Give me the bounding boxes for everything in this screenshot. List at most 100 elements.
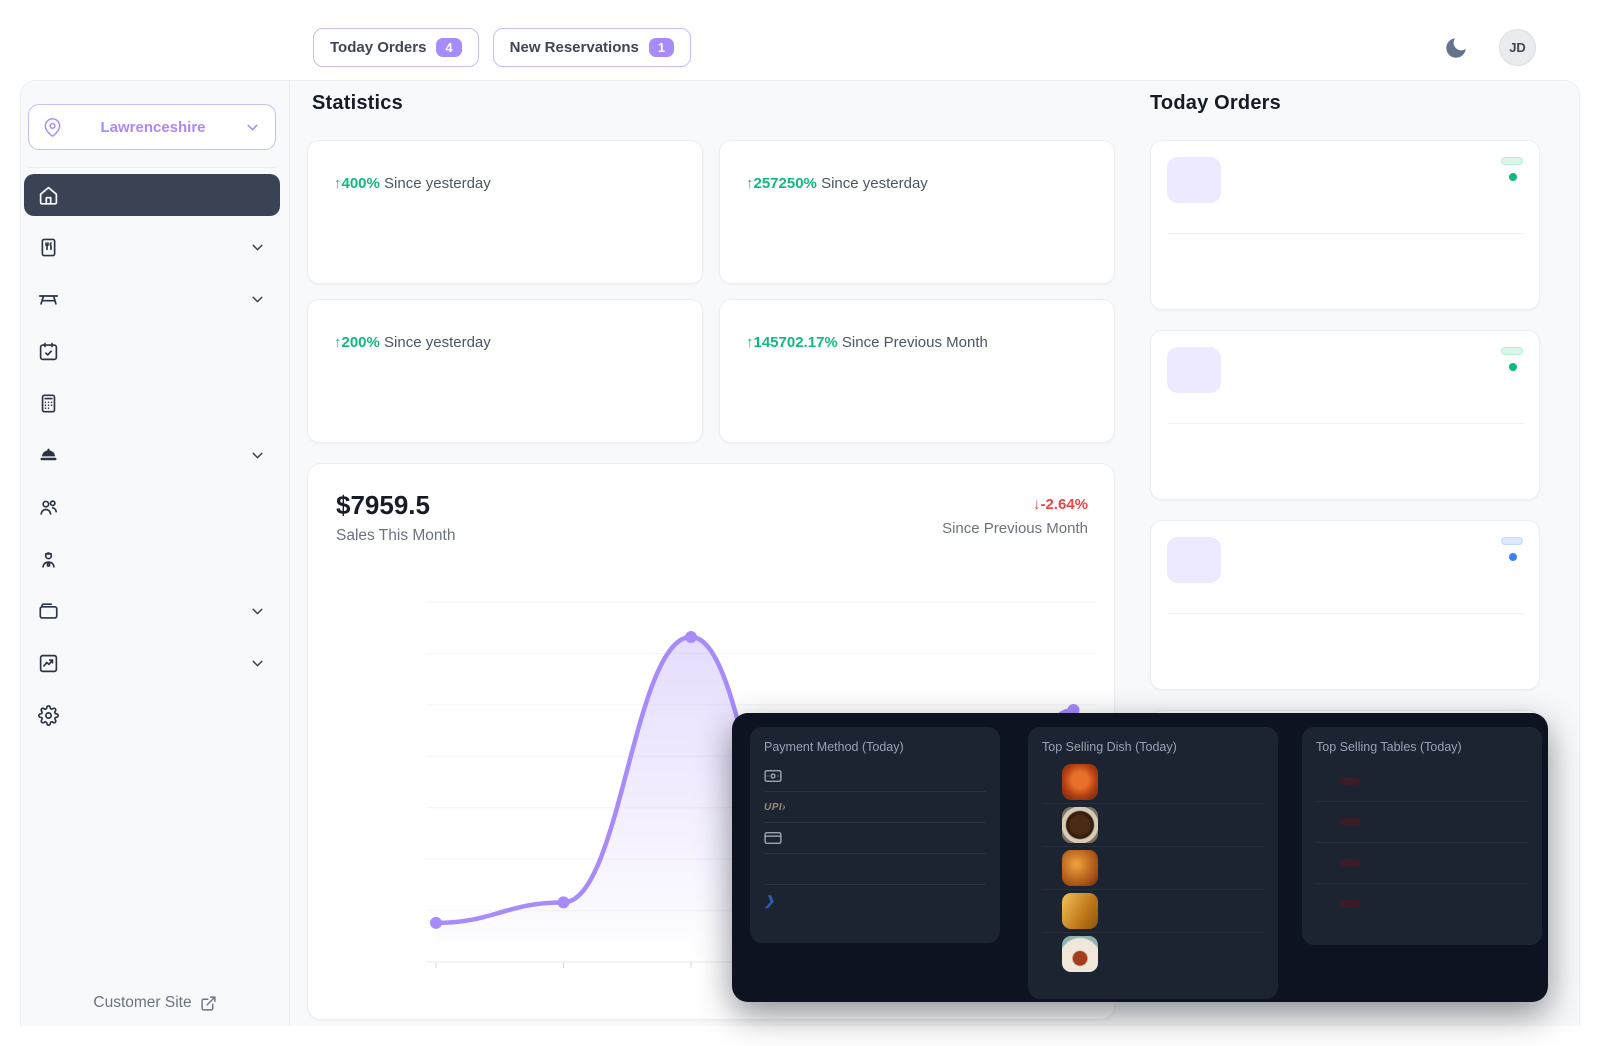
chevron-down-icon <box>249 239 266 256</box>
stat-change-caption: Since yesterday <box>379 334 491 351</box>
sidebar-item-reservations[interactable] <box>24 330 280 372</box>
dish-info <box>1107 867 1256 870</box>
sidebar-item-customers[interactable] <box>24 486 280 528</box>
stat-card-change: ↑257250% Since yesterday <box>746 175 1088 192</box>
today-orders-count-badge: 4 <box>436 38 462 57</box>
today-orders-title: Today Orders <box>1150 92 1281 114</box>
payment-method-row: UPI› <box>764 791 986 822</box>
sidebar-divider <box>28 167 276 168</box>
table-badge <box>1167 347 1221 393</box>
table-badge-red <box>1340 859 1360 867</box>
status-badge <box>1501 537 1523 545</box>
order-card-top <box>1167 347 1523 393</box>
gear-icon <box>38 704 59 726</box>
new-reservations-button-label: New Reservations <box>509 39 639 56</box>
cash-icon <box>764 767 788 785</box>
pos-terminal-icon <box>38 393 59 414</box>
stat-card-2: ↑257250% Since yesterday <box>719 140 1115 284</box>
chevron-down-icon <box>249 655 266 672</box>
chevron-down-icon <box>247 124 258 130</box>
stat-card-1: ↑400% Since yesterday <box>307 140 703 284</box>
location-name: Lawrenceshire <box>100 118 206 136</box>
sidebar-item-staff[interactable] <box>24 538 280 580</box>
stat-change-percent: ↑400% <box>334 175 380 192</box>
sidebar-item-orders[interactable] <box>24 434 280 476</box>
sidebar-item-menu[interactable] <box>24 226 280 268</box>
order-divider <box>1167 613 1523 614</box>
stat-change-percent: ↑200% <box>334 334 380 351</box>
top-table-row <box>1316 842 1528 883</box>
payment-state-dot <box>1509 173 1517 181</box>
table-badge-red <box>1340 900 1360 908</box>
dish-image <box>1062 807 1098 843</box>
razorpay-logo <box>764 893 777 908</box>
status-badge <box>1501 347 1523 355</box>
today-orders-button-label: Today Orders <box>330 39 427 56</box>
dish-info <box>1107 910 1256 913</box>
card-icon <box>764 829 788 847</box>
order-status <box>1501 347 1523 393</box>
sidebar-item-pos[interactable] <box>24 382 280 424</box>
customer-site-link[interactable]: Customer Site <box>20 994 290 1012</box>
payment-state <box>1509 553 1523 561</box>
payment-method-row <box>764 760 986 791</box>
top-dish-row <box>1042 846 1264 889</box>
status-badge <box>1501 157 1523 165</box>
theme-toggle-button[interactable] <box>1443 33 1473 63</box>
sales-total: $7959.5 <box>336 490 430 520</box>
sidebar-item-settings[interactable] <box>24 694 280 736</box>
sales-change-caption: Since Previous Month <box>942 520 1088 537</box>
top-tables-rows <box>1316 760 1528 924</box>
wallet-icon <box>38 601 59 622</box>
top-dish-row <box>1042 889 1264 932</box>
order-divider <box>1167 233 1523 234</box>
home-icon <box>38 185 59 206</box>
dish-image <box>1062 850 1098 886</box>
new-reservations-button[interactable]: New Reservations 1 <box>492 28 692 67</box>
today-orders-button[interactable]: Today Orders 4 <box>313 28 479 67</box>
upi-wordmark: UPI› <box>764 801 786 813</box>
user-avatar[interactable]: JD <box>1499 29 1536 66</box>
stat-card-change: ↑400% Since yesterday <box>334 175 676 192</box>
order-divider <box>1167 423 1523 424</box>
table-badge-red <box>1340 776 1360 785</box>
top-dishes-rows <box>1042 760 1264 975</box>
table-badge <box>1167 537 1221 583</box>
customer-site-label: Customer Site <box>93 994 192 1011</box>
chevron-down-icon <box>249 291 266 308</box>
top-dish-row <box>1042 760 1264 803</box>
stat-change-percent: ↑145702.17% <box>746 334 838 351</box>
sidebar-item-tables[interactable] <box>24 278 280 320</box>
sidebar-item-reports[interactable] <box>24 642 280 684</box>
reports-icon <box>38 653 59 674</box>
external-link-icon <box>201 995 216 1011</box>
table-badge-red <box>1340 818 1360 826</box>
calendar-check-icon <box>38 341 59 362</box>
header-buttons: Today Orders 4 New Reservations 1 <box>313 28 692 67</box>
top-tables-panel: Top Selling Tables (Today) <box>1302 727 1542 945</box>
stat-change-caption: Since Previous Month <box>837 334 988 351</box>
payment-method-panel: Payment Method (Today) UPI› <box>750 727 1000 943</box>
top-tables-title: Top Selling Tables (Today) <box>1316 740 1462 754</box>
top-dish-row <box>1042 932 1264 975</box>
sidebar-item-payments[interactable] <box>24 590 280 632</box>
chevron-down-icon <box>249 447 266 464</box>
order-card[interactable] <box>1150 520 1540 690</box>
sidebar-nav <box>24 174 280 736</box>
new-reservations-count-badge: 1 <box>648 38 675 57</box>
dish-info <box>1107 953 1256 956</box>
location-selector[interactable]: Lawrenceshire <box>28 104 276 150</box>
order-card[interactable] <box>1150 140 1540 310</box>
order-card[interactable] <box>1150 330 1540 500</box>
menu-board-icon <box>38 237 59 258</box>
customers-icon <box>38 497 59 518</box>
staff-icon <box>38 549 59 570</box>
stat-card-change: ↑145702.17% Since Previous Month <box>746 334 1088 351</box>
payment-method-row <box>764 853 986 884</box>
down-arrow-icon: ↓ <box>1032 496 1041 513</box>
tables-icon <box>38 289 59 310</box>
sidebar-item-dashboard[interactable] <box>24 174 280 216</box>
stats-grid: ↑400% Since yesterday ↑257250% Since yest… <box>307 140 1115 443</box>
dish-image <box>1062 763 1098 800</box>
map-pin-icon <box>44 117 61 137</box>
